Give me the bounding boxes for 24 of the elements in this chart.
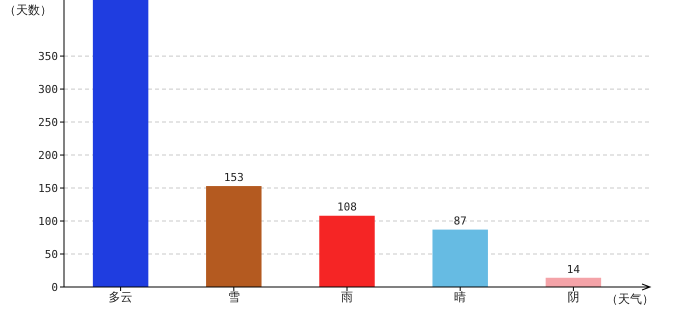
y-tick-label: 100 [38,215,58,228]
y-tick-label: 50 [44,248,58,262]
bar [432,230,488,287]
data-label: 153 [224,171,244,184]
bar [319,216,375,287]
bar [92,0,148,287]
data-label: 87 [454,214,467,228]
bar [546,278,602,287]
y-axis-title: （天数） [4,3,52,17]
y-tick-label: 250 [38,116,58,130]
y-tick-label: 0 [51,281,58,294]
y-tick-label: 300 [38,83,58,96]
bar [206,186,262,287]
y-tick-label: 150 [38,182,58,196]
data-label: 14 [566,262,580,276]
x-tick-label: 多云 [108,290,133,304]
x-tick-label: 雪 [228,290,240,304]
y-tick-label: 200 [38,149,58,162]
x-tick-label: 阴 [567,290,580,304]
x-axis-title: （天气） [606,292,654,306]
data-label: 108 [337,200,357,214]
x-tick-label: 晴 [454,290,466,304]
y-tick-label: 350 [38,50,58,64]
x-tick-label: 雨 [341,290,353,304]
